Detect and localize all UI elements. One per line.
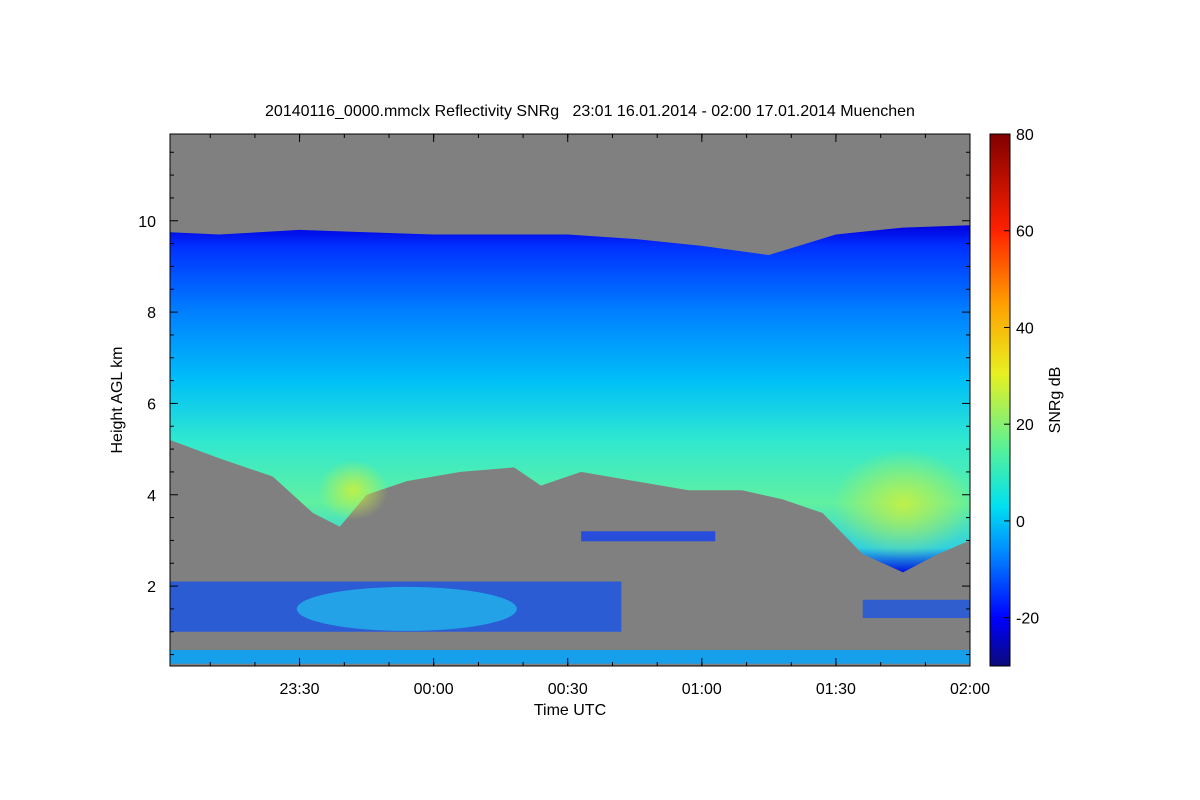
x-tick-label: 01:30: [816, 681, 856, 698]
colorbar-tick-label: 20: [1016, 417, 1034, 434]
low-echo-right: [862, 599, 970, 619]
x-tick-label: 00:00: [414, 681, 454, 698]
colorbar: [989, 133, 1011, 667]
x-axis-label: Time UTC: [534, 702, 606, 719]
chart-title: 20140116_0000.mmclx Reflectivity SNRg 23…: [265, 103, 915, 120]
y-tick-label: 4: [147, 488, 156, 505]
colorbar-tick-label: 60: [1016, 224, 1034, 241]
x-tick-label: 02:00: [950, 681, 990, 698]
high-snr-core: [832, 448, 970, 559]
y-tick-label: 8: [147, 305, 156, 322]
mid-level-echo: [581, 531, 716, 542]
colorbar-tick-label: 40: [1016, 320, 1034, 337]
x-tick-label: 01:00: [682, 681, 722, 698]
y-tick-label: 6: [147, 396, 156, 413]
axes-ticks: 23:30 00:00 00:30 01:00 01:30 02:00 2 4 6 8 10: [138, 134, 990, 698]
colorbar-label: SNRg dB: [1047, 367, 1064, 434]
x-tick-label: 00:30: [548, 681, 588, 698]
low-cloud-layer: [170, 650, 970, 664]
colorbar-tick-label: 80: [1016, 127, 1034, 144]
plot-area: [170, 225, 970, 664]
colorbar-tick-label: 0: [1016, 514, 1025, 531]
y-axis-label: Height AGL km: [109, 346, 126, 453]
colorbar-ticks: -20 0 20 40 60 80: [1004, 127, 1039, 628]
boundary-layer-cloud: [296, 586, 517, 631]
y-tick-label: 2: [147, 579, 156, 596]
high-snr-fallstreak: [318, 460, 389, 521]
plot-frame: [169, 133, 971, 667]
y-tick-label: 10: [138, 214, 156, 231]
colorbar-tick-label: -20: [1016, 611, 1039, 628]
x-tick-label: 23:30: [280, 681, 320, 698]
